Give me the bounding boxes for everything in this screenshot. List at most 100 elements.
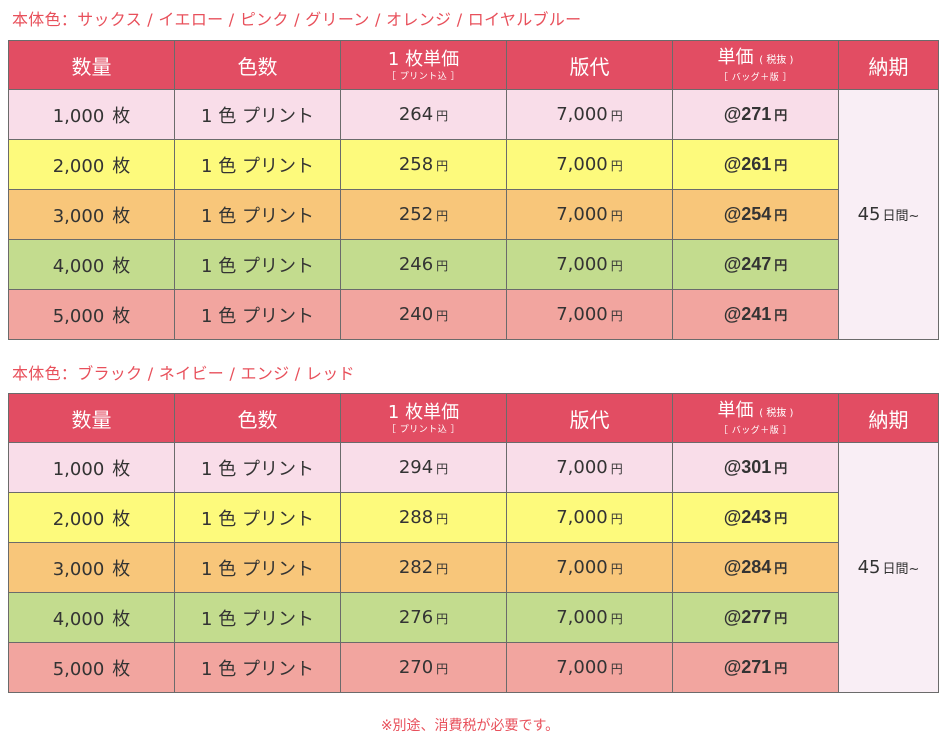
yen-label: 円 <box>774 511 788 526</box>
total-unit-value: @271 <box>723 104 772 124</box>
yen-label: 円 <box>774 258 788 273</box>
plate-cell: 7,000 円 <box>506 139 673 190</box>
unit-price-value: 258 <box>398 154 434 175</box>
unit-price-header: 1 枚単価 ［ プリント込 ］ <box>340 393 507 443</box>
unit-price-cell: 294 円 <box>340 442 507 493</box>
plate-value: 7,000 <box>556 657 608 678</box>
lead-time-value: 45 <box>857 204 881 225</box>
colors-value: 1 色 プリント <box>201 205 314 227</box>
total-unit-value: @254 <box>723 204 772 224</box>
plate-header: 版代 <box>506 40 673 90</box>
yen-label: 円 <box>436 109 449 123</box>
total-unit-header-sub: ［ バッグ＋版 ］ <box>718 426 793 436</box>
yen-label: 円 <box>610 612 623 626</box>
yen-label: 円 <box>610 512 623 526</box>
qty-cell: 1,000 枚 <box>8 442 175 493</box>
qty-cell: 5,000 枚 <box>8 289 175 340</box>
qty-value: 4,000 <box>52 255 105 277</box>
qty-cell: 4,000 枚 <box>8 239 175 290</box>
qty-header: 数量 <box>8 393 175 443</box>
colors-header: 色数 <box>174 393 341 443</box>
table-row: 5,000 枚 1 色 プリント 270 円 7,000 円 @271 円 <box>8 642 939 693</box>
colors-cell: 1 色 プリント <box>174 89 341 140</box>
unit-price-cell: 258 円 <box>340 139 507 190</box>
qty-value: 1,000 <box>52 105 105 127</box>
colors-header: 色数 <box>174 40 341 90</box>
colors-cell: 1 色 プリント <box>174 239 341 290</box>
yen-label: 円 <box>436 512 449 526</box>
price-table-2: 数量 色数 1 枚単価 ［ プリント込 ］ 版代 単価 ( 税抜 ) ［ バッグ… <box>8 393 939 693</box>
total-unit-header: 単価 ( 税抜 ) ［ バッグ＋版 ］ <box>672 393 839 443</box>
plate-cell: 7,000 円 <box>506 592 673 643</box>
unit-price-value: 264 <box>398 104 434 125</box>
table-1-heading: 本体色：サックス / イエロー / ピンク / グリーン / オレンジ / ロイ… <box>12 10 582 29</box>
colors-value: 1 色 プリント <box>201 255 314 277</box>
yen-label: 円 <box>436 159 449 173</box>
yen-label: 円 <box>610 462 623 476</box>
qty-value: 4,000 <box>52 608 105 630</box>
qty-cell: 1,000 枚 <box>8 89 175 140</box>
total-unit-cell: @284 円 <box>672 542 839 593</box>
total-unit-value: @243 <box>723 507 772 527</box>
qty-unit: 枚 <box>112 155 131 177</box>
qty-value: 2,000 <box>52 155 105 177</box>
unit-price-header-sub: ［ プリント込 ］ <box>386 424 461 435</box>
total-unit-header-note: ( 税抜 ) <box>759 408 794 419</box>
yen-label: 円 <box>774 108 788 123</box>
unit-price-header-label: 1 枚単価 <box>387 401 460 423</box>
lead-time-unit: 日間~ <box>882 209 920 224</box>
unit-price-value: 240 <box>398 304 434 325</box>
plate-value: 7,000 <box>556 457 608 478</box>
qty-cell: 4,000 枚 <box>8 592 175 643</box>
table-row: 4,000 枚 1 色 プリント 246 円 7,000 円 @247 円 <box>8 239 939 290</box>
plate-value: 7,000 <box>556 154 608 175</box>
yen-label: 円 <box>610 309 623 323</box>
unit-price-header: 1 枚単価 ［ プリント込 ］ <box>340 40 507 90</box>
plate-value: 7,000 <box>556 507 608 528</box>
table-row: 2,000 枚 1 色 プリント 258 円 7,000 円 @261 円 <box>8 139 939 190</box>
colors-cell: 1 色 プリント <box>174 289 341 340</box>
table-row: 3,000 枚 1 色 プリント 252 円 7,000 円 @254 円 <box>8 189 939 240</box>
yen-label: 円 <box>436 209 449 223</box>
yen-label: 円 <box>436 612 449 626</box>
qty-value: 3,000 <box>52 205 105 227</box>
qty-unit: 枚 <box>112 255 131 277</box>
colors-value: 1 色 プリント <box>201 155 314 177</box>
yen-label: 円 <box>774 308 788 323</box>
unit-price-value: 294 <box>398 457 434 478</box>
qty-unit: 枚 <box>112 658 131 680</box>
unit-price-header-sub: ［ プリント込 ］ <box>386 71 461 82</box>
total-unit-cell: @301 円 <box>672 442 839 493</box>
unit-price-value: 246 <box>398 254 434 275</box>
qty-cell: 3,000 枚 <box>8 189 175 240</box>
colors-cell: 1 色 プリント <box>174 592 341 643</box>
table-row: 3,000 枚 1 色 プリント 282 円 7,000 円 @284 円 <box>8 542 939 593</box>
yen-label: 円 <box>436 562 449 576</box>
colors-cell: 1 色 プリント <box>174 492 341 543</box>
unit-price-cell: 246 円 <box>340 239 507 290</box>
unit-price-cell: 288 円 <box>340 492 507 543</box>
qty-unit: 枚 <box>112 458 131 480</box>
plate-header: 版代 <box>506 393 673 443</box>
colors-cell: 1 色 プリント <box>174 139 341 190</box>
total-unit-cell: @243 円 <box>672 492 839 543</box>
total-unit-value: @241 <box>723 304 772 324</box>
yen-label: 円 <box>436 662 449 676</box>
total-unit-header: 単価 ( 税抜 ) ［ バッグ＋版 ］ <box>672 40 839 90</box>
yen-label: 円 <box>774 158 788 173</box>
unit-price-cell: 252 円 <box>340 189 507 240</box>
unit-price-cell: 282 円 <box>340 542 507 593</box>
qty-unit: 枚 <box>112 205 131 227</box>
qty-cell: 2,000 枚 <box>8 492 175 543</box>
yen-label: 円 <box>610 159 623 173</box>
table-2-heading: 本体色：ブラック / ネイビー / エンジ / レッド <box>12 364 355 383</box>
colors-value: 1 色 プリント <box>201 558 314 580</box>
total-unit-cell: @247 円 <box>672 239 839 290</box>
yen-label: 円 <box>436 259 449 273</box>
table-row: 2,000 枚 1 色 プリント 288 円 7,000 円 @243 円 <box>8 492 939 543</box>
total-unit-cell: @241 円 <box>672 289 839 340</box>
yen-label: 円 <box>610 662 623 676</box>
unit-price-value: 252 <box>398 204 434 225</box>
colors-cell: 1 色 プリント <box>174 542 341 593</box>
plate-value: 7,000 <box>556 204 608 225</box>
